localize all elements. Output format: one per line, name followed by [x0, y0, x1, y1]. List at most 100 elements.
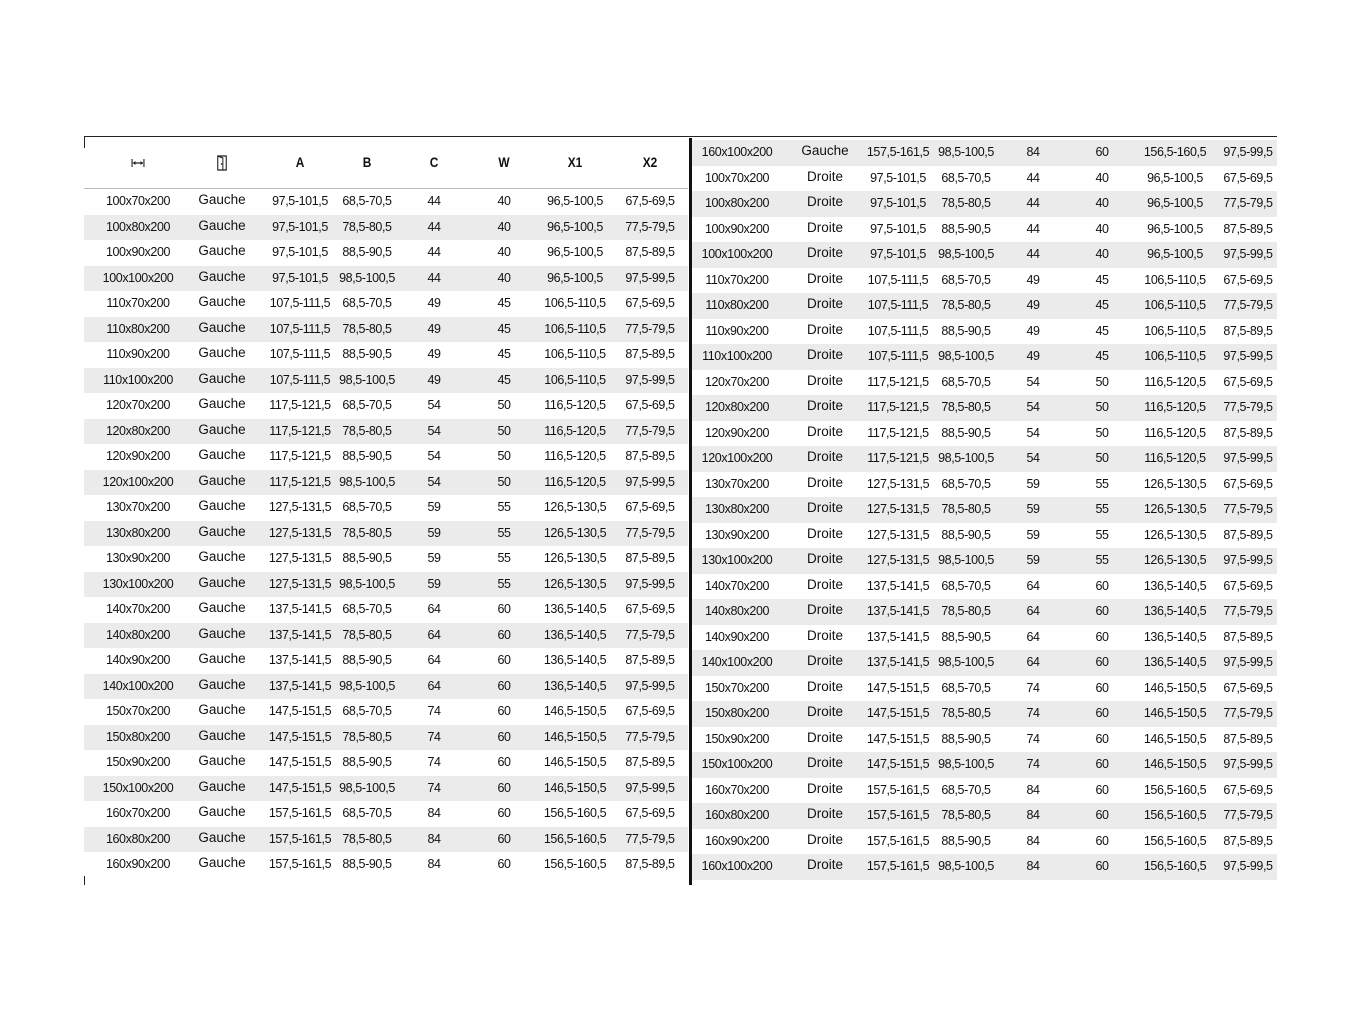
cell-a: 157,5-161,5 — [866, 808, 930, 822]
cell-dimensions: 160x70x200 — [704, 782, 770, 797]
cell-dimensions: 160x90x200 — [105, 857, 171, 871]
table-row: 110x90x200 Gauche 107,5-111,5 88,5-90,5 49 45… — [84, 342, 688, 368]
cell-dimensions: 100x70x200 — [704, 170, 770, 185]
cell-b: 78,5-80,5 — [941, 400, 991, 414]
cell-side: Droite — [806, 398, 844, 413]
cell-w: 60 — [1095, 859, 1109, 873]
cell-dimensions: 100x100x200 — [102, 270, 174, 285]
cell-c: 44 — [1026, 221, 1040, 236]
table-row: 130x70x200 Droite 127,5-131,5 68,5-70,5 59 55… — [692, 472, 1277, 498]
cell-dimensions: 160x100x200 — [701, 859, 773, 873]
cell-x2: 67,5-69,5 — [625, 398, 675, 412]
cell-a: 97,5-101,5 — [870, 170, 926, 185]
cell-x1: 136,5-140,5 — [543, 602, 607, 616]
cell-x1: 156,5-160,5 — [543, 857, 607, 871]
cell-dimensions: 150x90x200 — [704, 731, 770, 746]
table-row: 130x100x200 Droite 127,5-131,5 98,5-100,5 59… — [692, 548, 1277, 574]
cell-c: 44 — [1026, 170, 1040, 185]
cell-c: 64 — [1026, 604, 1040, 618]
header-c: C — [429, 154, 439, 170]
cell-dimensions: 120x90x200 — [105, 449, 171, 463]
cell-c: 64 — [427, 627, 441, 642]
cell-c: 59 — [427, 525, 441, 540]
cell-side: Droite — [806, 219, 844, 235]
cell-x2: 97,5-99,5 — [1223, 553, 1273, 567]
cell-c: 44 — [1026, 196, 1040, 210]
cell-c: 54 — [427, 423, 441, 438]
cell-x2: 97,5-99,5 — [625, 270, 675, 285]
cell-x1: 116,5-120,5 — [1144, 425, 1206, 440]
cell-dimensions: 110x100x200 — [702, 349, 772, 363]
cell-x2: 77,5-79,5 — [1223, 298, 1273, 312]
width-arrows-icon — [131, 137, 145, 188]
cell-a: 107,5-111,5 — [269, 347, 331, 361]
cell-x1: 136,5-140,5 — [1143, 578, 1207, 593]
cell-x2: 87,5-89,5 — [1223, 425, 1273, 440]
cell-a: 127,5-131,5 — [268, 500, 332, 514]
table-row: 120x80x200 Droite 117,5-121,5 78,5-80,5 54 50… — [692, 395, 1277, 421]
cell-c: 44 — [427, 219, 441, 234]
cell-b: 68,5-70,5 — [342, 296, 392, 310]
cell-side: Gauche — [198, 217, 246, 233]
cell-dimensions: 120x100x200 — [701, 451, 773, 465]
cell-dimensions: 140x80x200 — [105, 627, 171, 642]
cell-b: 78,5-80,5 — [342, 831, 392, 846]
cell-x1: 136,5-140,5 — [543, 627, 607, 642]
cell-a: 117,5-121,5 — [269, 423, 331, 438]
cell-w: 60 — [497, 806, 511, 820]
cell-side: Droite — [806, 296, 844, 311]
cell-x2: 67,5-69,5 — [625, 602, 675, 616]
cell-a: 157,5-161,5 — [866, 145, 930, 159]
table-row: 140x100x200 Gauche 137,5-141,5 98,5-100,5 64… — [84, 673, 688, 699]
cell-a: 137,5-141,5 — [268, 602, 332, 616]
cell-side: Droite — [806, 857, 844, 872]
cell-c: 54 — [1026, 451, 1040, 465]
cell-dimensions: 120x80x200 — [704, 400, 770, 414]
cell-x1: 96,5-100,5 — [1147, 221, 1203, 236]
cell-side: Gauche — [198, 319, 246, 335]
table-row: 130x90x200 Gauche 127,5-131,5 88,5-90,5 59 55… — [84, 546, 688, 572]
cell-w: 60 — [1095, 680, 1109, 695]
cell-w: 60 — [1095, 757, 1109, 771]
cell-x2: 77,5-79,5 — [1223, 400, 1273, 414]
cell-c: 59 — [1026, 527, 1040, 542]
cell-x1: 116,5-120,5 — [1144, 374, 1206, 389]
cell-c: 84 — [1026, 859, 1040, 873]
cell-b: 88,5-90,5 — [941, 731, 991, 746]
cell-dimensions: 100x80x200 — [704, 196, 770, 210]
cell-x2: 97,5-99,5 — [1223, 451, 1273, 465]
cell-x1: 126,5-130,5 — [1143, 527, 1207, 542]
table-row: 140x90x200 Gauche 137,5-141,5 88,5-90,5 64 60… — [84, 648, 688, 674]
cell-b: 68,5-70,5 — [342, 500, 392, 514]
cell-x1: 146,5-150,5 — [543, 755, 607, 769]
table-row: 100x70x200 Droite 97,5-101,5 68,5-70,5 44 40 9… — [692, 166, 1277, 192]
table-row: 160x80x200 Gauche 157,5-161,5 78,5-80,5 84 60… — [84, 826, 688, 852]
cell-w: 55 — [497, 551, 511, 565]
cell-dimensions: 150x90x200 — [105, 755, 171, 769]
cell-w: 40 — [1095, 196, 1109, 210]
cell-dimensions: 130x90x200 — [704, 527, 770, 542]
cell-side: Droite — [806, 831, 844, 847]
table-row: 150x90x200 Gauche 147,5-151,5 88,5-90,5 74 60… — [84, 750, 688, 776]
cell-b: 88,5-90,5 — [342, 245, 392, 259]
cell-side: Droite — [806, 500, 844, 515]
cell-b: 88,5-90,5 — [342, 653, 392, 667]
table-row: 140x100x200 Droite 137,5-141,5 98,5-100,5 64… — [692, 650, 1277, 676]
cell-x2: 77,5-79,5 — [625, 831, 675, 846]
cell-w: 60 — [1095, 706, 1109, 720]
cell-c: 44 — [1026, 247, 1040, 261]
table-row: 120x80x200 Gauche 117,5-121,5 78,5-80,5 54 50… — [84, 418, 688, 444]
cell-w: 45 — [1095, 298, 1109, 312]
cell-dimensions: 110x70x200 — [106, 296, 170, 310]
cell-side: Droite — [806, 321, 844, 337]
cell-x1: 126,5-130,5 — [1143, 553, 1207, 567]
cell-b: 78,5-80,5 — [941, 298, 991, 312]
cell-dimensions: 100x80x200 — [105, 219, 171, 234]
cell-x1: 106,5-110,5 — [544, 321, 606, 336]
cell-x2: 67,5-69,5 — [625, 296, 675, 310]
cell-b: 68,5-70,5 — [941, 170, 991, 185]
cell-b: 78,5-80,5 — [342, 525, 392, 540]
cell-x1: 96,5-100,5 — [547, 194, 603, 208]
cell-x2: 77,5-79,5 — [625, 219, 675, 234]
cell-x1: 146,5-150,5 — [543, 729, 607, 744]
